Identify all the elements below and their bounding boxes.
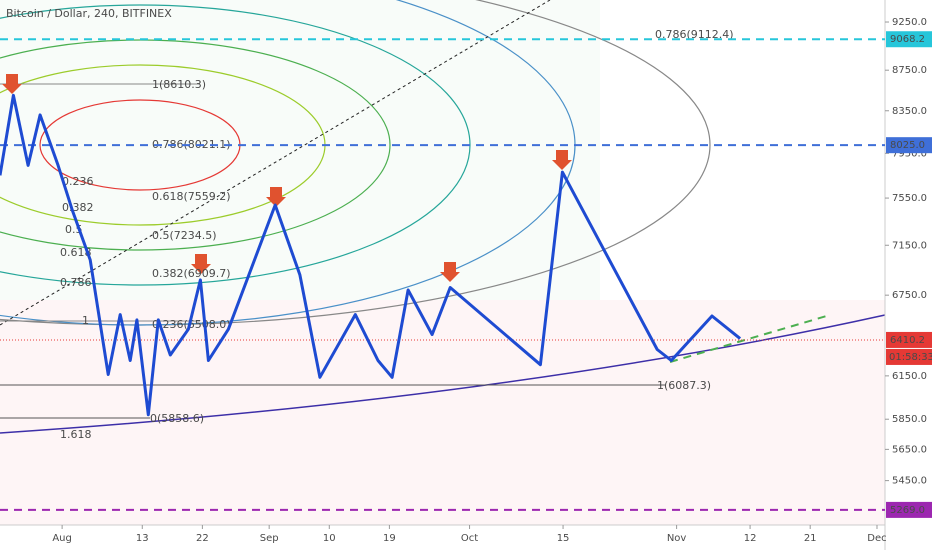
x-tick-label: Dec <box>867 533 886 544</box>
price-badge-label: 6410.2 <box>890 335 925 346</box>
x-tick-label: 21 <box>804 533 817 544</box>
chart-title: Bitcoin / Dollar, 240, BITFINEX <box>6 7 172 20</box>
x-tick-label: 12 <box>744 533 757 544</box>
x-tick-label: Oct <box>461 533 478 544</box>
x-tick-label: 10 <box>323 533 336 544</box>
x-tick-label: 15 <box>557 533 570 544</box>
trend-curve <box>0 314 886 434</box>
y-tick-label: 9250.0 <box>892 17 927 28</box>
x-tick-label: 19 <box>383 533 396 544</box>
arrow <box>440 262 460 282</box>
y-tick-label: 6750.0 <box>892 290 927 301</box>
fib-label: 0.5(7234.5) <box>152 229 217 242</box>
x-tick-label: Aug <box>52 533 72 544</box>
y-tick-label: 8750.0 <box>892 65 927 76</box>
countdown-badge <box>886 348 932 365</box>
zigzag-line <box>0 93 742 417</box>
fib-label: 1.618 <box>60 428 92 441</box>
arrow <box>191 254 211 274</box>
fib-label: 0.618(7559.2) <box>152 190 231 203</box>
price-badge-label: 5269.0 <box>890 505 925 516</box>
fib-label: 1 <box>82 314 89 327</box>
fib-label: 0.236(6508.0) <box>152 318 231 331</box>
plot-tint <box>0 0 600 300</box>
price-badge <box>886 137 932 154</box>
y-tick-label: 8350.0 <box>892 106 927 117</box>
x-tick-label: Sep <box>260 533 279 544</box>
y-tick-label: 6150.0 <box>892 371 927 382</box>
x-tick-label: 22 <box>196 533 209 544</box>
price-badge-label: 8025.0 <box>890 140 925 151</box>
fib-label: 0.618 <box>60 246 92 259</box>
fib-label: 0.382 <box>62 201 94 214</box>
fib-label: 0.786 <box>60 276 92 289</box>
fib-label: 0(5858.6) <box>150 412 204 425</box>
y-tick-label: 5850.0 <box>892 414 927 425</box>
price-badge <box>886 331 932 348</box>
fib-label: 0.786(8021.1) <box>152 138 231 151</box>
fib-label: 0.382(6909.7) <box>152 267 231 280</box>
price-badge-label: 9068.2 <box>890 34 925 45</box>
fib-label: 1(6087.3) <box>657 379 711 392</box>
plot-tint <box>0 300 885 525</box>
price-badge <box>886 31 932 48</box>
y-tick-label: 7950.0 <box>892 148 927 159</box>
x-tick-label: Nov <box>667 533 687 544</box>
y-tick-label: 7550.0 <box>892 193 927 204</box>
y-tick-label: 5650.0 <box>892 444 927 455</box>
fib-label: 0.236 <box>62 175 94 188</box>
arrow <box>552 150 572 170</box>
countdown: 01:58:33 <box>889 352 932 363</box>
arrow <box>2 74 22 94</box>
trend-line <box>0 0 551 326</box>
y-tick-label: 5450.0 <box>892 476 927 487</box>
fib-label: 0.786(9112.4) <box>655 28 734 41</box>
fib-label: 1(8610.3) <box>152 78 206 91</box>
x-tick-label: 13 <box>136 533 149 544</box>
arrow <box>266 187 286 207</box>
arrows <box>2 74 572 282</box>
y-tick-label: 7150.0 <box>892 240 927 251</box>
price-badge <box>886 501 932 518</box>
